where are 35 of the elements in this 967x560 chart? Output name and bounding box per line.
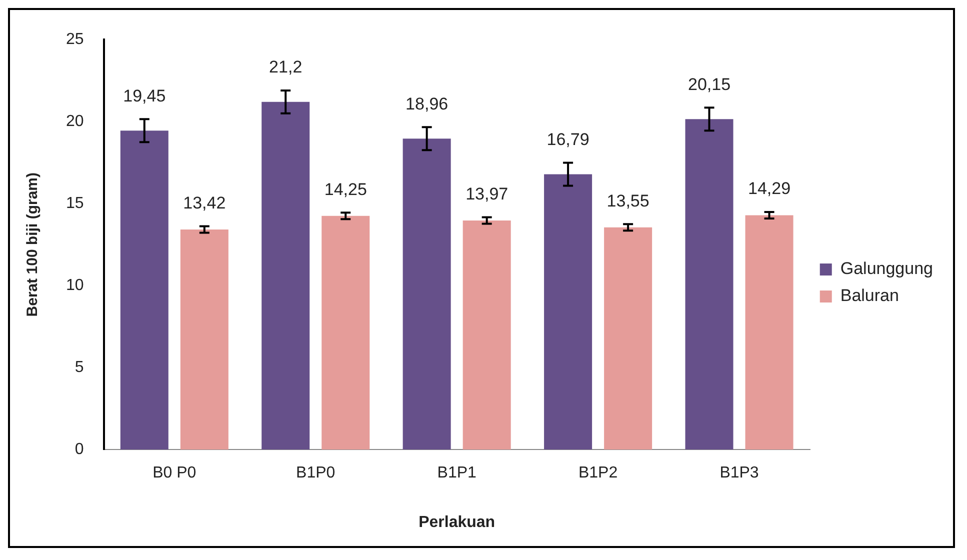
- bar: [402, 138, 451, 450]
- y-tick-label: 10: [66, 277, 84, 294]
- y-tick-label: 25: [66, 31, 84, 48]
- y-tick-label: 0: [74, 441, 84, 458]
- y-tick-label: 5: [74, 359, 84, 376]
- data-label: 20,15: [688, 74, 731, 94]
- x-tick-label: B1P3: [720, 464, 759, 482]
- bar: [120, 130, 168, 450]
- x-tick-label: B1P1: [437, 464, 476, 482]
- bar: [604, 227, 652, 450]
- data-label: 13,55: [606, 191, 650, 210]
- bar: [685, 119, 734, 450]
- legend-label: Baluran: [840, 286, 899, 306]
- data-label: 14,29: [748, 179, 791, 198]
- x-axis-title: Perlakuan: [418, 514, 496, 531]
- bar: [462, 220, 511, 450]
- data-label: 14,25: [324, 180, 367, 199]
- data-label: 21,2: [269, 58, 302, 77]
- bar: [262, 102, 310, 450]
- data-label: 18,96: [406, 94, 448, 114]
- x-tick-label: B1P2: [578, 464, 618, 482]
- x-tick-label: B1P0: [296, 464, 336, 482]
- legend-label: Galunggung: [840, 259, 934, 278]
- y-tick-label: 20: [66, 113, 84, 130]
- y-tick-label: 15: [66, 195, 84, 212]
- y-axis-title: Berat 100 biji (gram): [24, 172, 42, 317]
- data-label: 13,42: [183, 193, 226, 212]
- data-label: 16,79: [546, 130, 590, 149]
- data-label: 13,97: [466, 184, 508, 204]
- bar: [180, 230, 228, 450]
- x-tick-label: B0 P0: [152, 464, 196, 482]
- bar: [322, 216, 370, 450]
- bar: [544, 174, 592, 450]
- bar: [745, 215, 794, 450]
- data-label: 19,45: [123, 86, 166, 106]
